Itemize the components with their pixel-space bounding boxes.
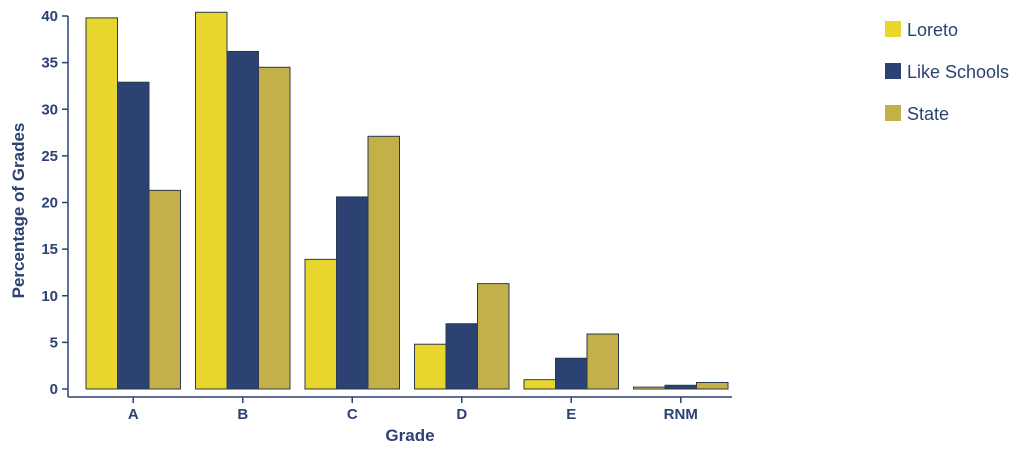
y-tick-label: 40: [41, 8, 58, 25]
bar-state-c: [367, 135, 400, 390]
x-tick-label: D: [456, 406, 467, 423]
x-tick-label: B: [237, 406, 248, 423]
bar-like-schools-d: [445, 323, 478, 390]
bar-loreto-d: [414, 343, 447, 390]
bar-loreto-c: [304, 258, 337, 390]
legend-swatch: [885, 21, 901, 37]
legend: Loreto Like Schools State: [885, 20, 1009, 124]
y-tick-label: 25: [41, 148, 58, 165]
y-tick-label: 0: [50, 381, 58, 398]
x-tick-label: E: [566, 406, 576, 423]
bar-like-schools-rnm: [664, 384, 697, 390]
bar-loreto-a: [85, 17, 118, 390]
bar-like-schools-a: [117, 81, 150, 390]
y-tick-label: 5: [50, 334, 58, 351]
y-tick-label: 15: [41, 241, 58, 258]
bar-loreto-rnm: [633, 386, 666, 390]
bar-like-schools-c: [336, 196, 369, 390]
bar-state-rnm: [696, 381, 729, 390]
bar-loreto-e: [523, 379, 556, 390]
y-tick-label: 10: [41, 288, 58, 305]
bar-state-d: [477, 283, 510, 390]
y-tick-label: 30: [41, 101, 58, 118]
bar-like-schools-e: [555, 357, 588, 390]
legend-label: Like Schools: [907, 62, 1009, 82]
bar-state-e: [586, 333, 619, 390]
legend-label: Loreto: [907, 20, 958, 40]
y-tick-label: 35: [41, 55, 58, 72]
y-axis-title: Percentage of Grades: [9, 123, 28, 299]
legend-swatch: [885, 63, 901, 79]
x-tick-label: A: [128, 406, 139, 423]
x-tick-label: C: [347, 406, 358, 423]
legend-label: State: [907, 104, 949, 124]
legend-swatch: [885, 105, 901, 121]
bar-loreto-b: [195, 11, 228, 390]
bars-layer: [85, 11, 729, 390]
y-tick-label: 20: [41, 195, 58, 212]
bar-like-schools-b: [226, 50, 259, 390]
x-tick-label: RNM: [664, 406, 698, 423]
bar-state-a: [148, 189, 181, 390]
x-axis-ticks: A B C D E RNM: [128, 397, 698, 423]
bar-state-b: [258, 66, 291, 390]
x-axis-title: Grade: [385, 426, 434, 445]
y-axis-ticks: 0 5 10 15 20 25 30 35 40: [41, 8, 68, 398]
